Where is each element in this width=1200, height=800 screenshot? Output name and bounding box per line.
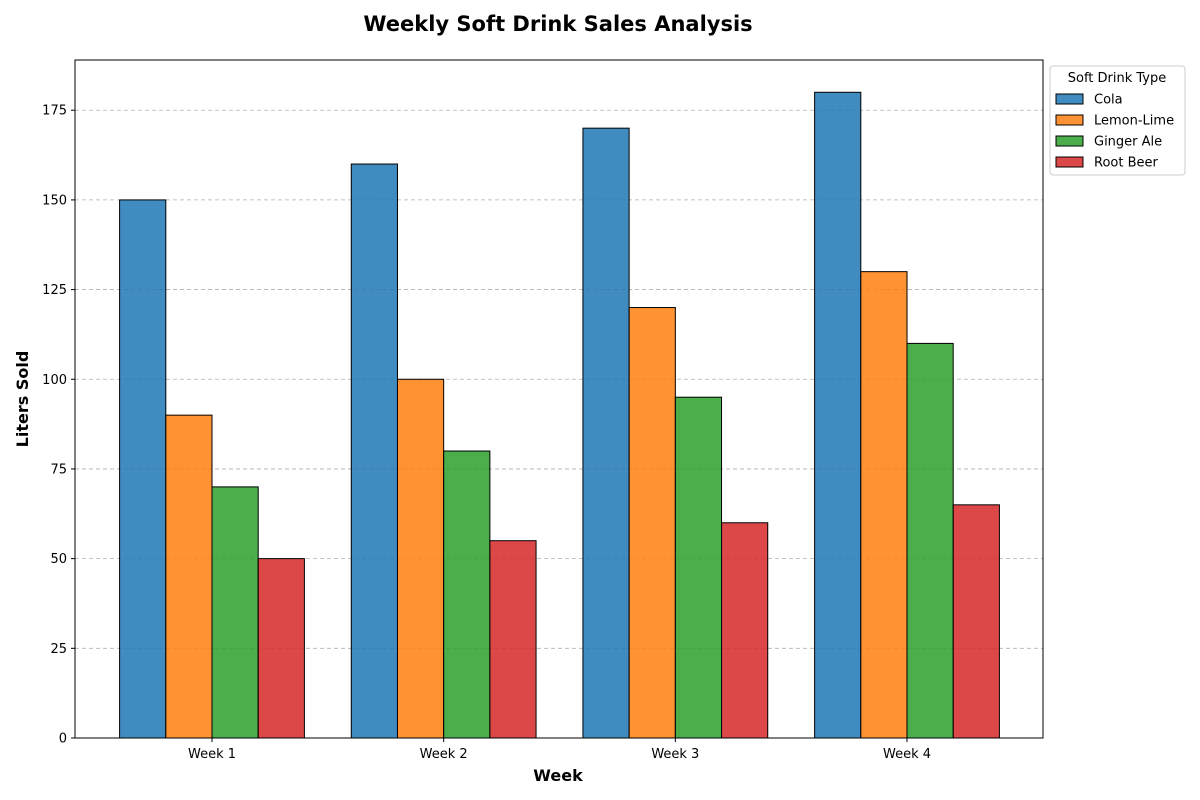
legend: Soft Drink Type Cola Lemon-Lime Ginger Ale… xyxy=(1049,65,1186,176)
legend-swatch xyxy=(1055,156,1084,168)
y-tick-label: 125 xyxy=(42,283,67,298)
bar-cola-week-2 xyxy=(350,163,398,739)
bar-ginger-ale-week-2 xyxy=(443,450,491,739)
bar-lemon-lime-week-3 xyxy=(628,307,676,739)
y-tick-label: 150 xyxy=(42,193,67,208)
y-tick-label: 175 xyxy=(42,104,67,119)
y-axis-label: Liters Sold xyxy=(13,351,32,448)
legend-title: Soft Drink Type xyxy=(1068,71,1167,86)
legend-swatch xyxy=(1055,135,1084,147)
bar-root-beer-week-3 xyxy=(721,522,769,739)
y-tick-label: 50 xyxy=(50,552,67,567)
bar-cola-week-4 xyxy=(814,91,862,739)
bar-root-beer-week-1 xyxy=(257,558,305,739)
bar-lemon-lime-week-1 xyxy=(165,414,213,739)
bar-root-beer-week-2 xyxy=(489,540,537,739)
bar-ginger-ale-week-3 xyxy=(674,396,723,739)
y-tick-label: 100 xyxy=(42,373,67,388)
legend-label: Cola xyxy=(1094,93,1123,108)
x-axis-label: Week xyxy=(533,766,583,785)
x-tick-label: Week 1 xyxy=(188,747,236,762)
bar-lemon-lime-week-4 xyxy=(860,271,908,739)
x-tick-label: Week 2 xyxy=(420,747,468,762)
x-tick-label: Week 4 xyxy=(883,747,931,762)
bar-cola-week-1 xyxy=(119,199,167,739)
bar-cola-week-3 xyxy=(582,127,630,739)
y-tick-label: 75 xyxy=(50,462,67,477)
legend-frame xyxy=(1049,65,1186,176)
x-tick-label: Week 3 xyxy=(651,747,699,762)
bar-ginger-ale-week-4 xyxy=(906,342,954,739)
bar-ginger-ale-week-1 xyxy=(211,486,259,739)
y-tick-label: 0 xyxy=(59,732,67,747)
bar-lemon-lime-week-2 xyxy=(396,378,445,739)
legend-label: Root Beer xyxy=(1094,156,1159,171)
x-axis-ticks: Week 1 Week 2 Week 3 Week 4 xyxy=(188,738,931,762)
legend-label: Lemon-Lime xyxy=(1094,114,1174,129)
legend-swatch xyxy=(1055,114,1084,126)
chart-title: Weekly Soft Drink Sales Analysis xyxy=(363,12,752,36)
y-tick-label: 25 xyxy=(50,642,67,657)
y-axis-ticks: 0 25 50 75 100 125 150 175 xyxy=(42,104,75,747)
legend-items: Cola Lemon-Lime Ginger Ale Root Beer xyxy=(1055,93,1174,171)
bar-root-beer-week-4 xyxy=(952,504,1000,739)
legend-label: Ginger Ale xyxy=(1094,135,1162,150)
legend-swatch xyxy=(1055,93,1084,105)
bars xyxy=(119,91,1000,739)
plot-frame xyxy=(74,59,1044,739)
